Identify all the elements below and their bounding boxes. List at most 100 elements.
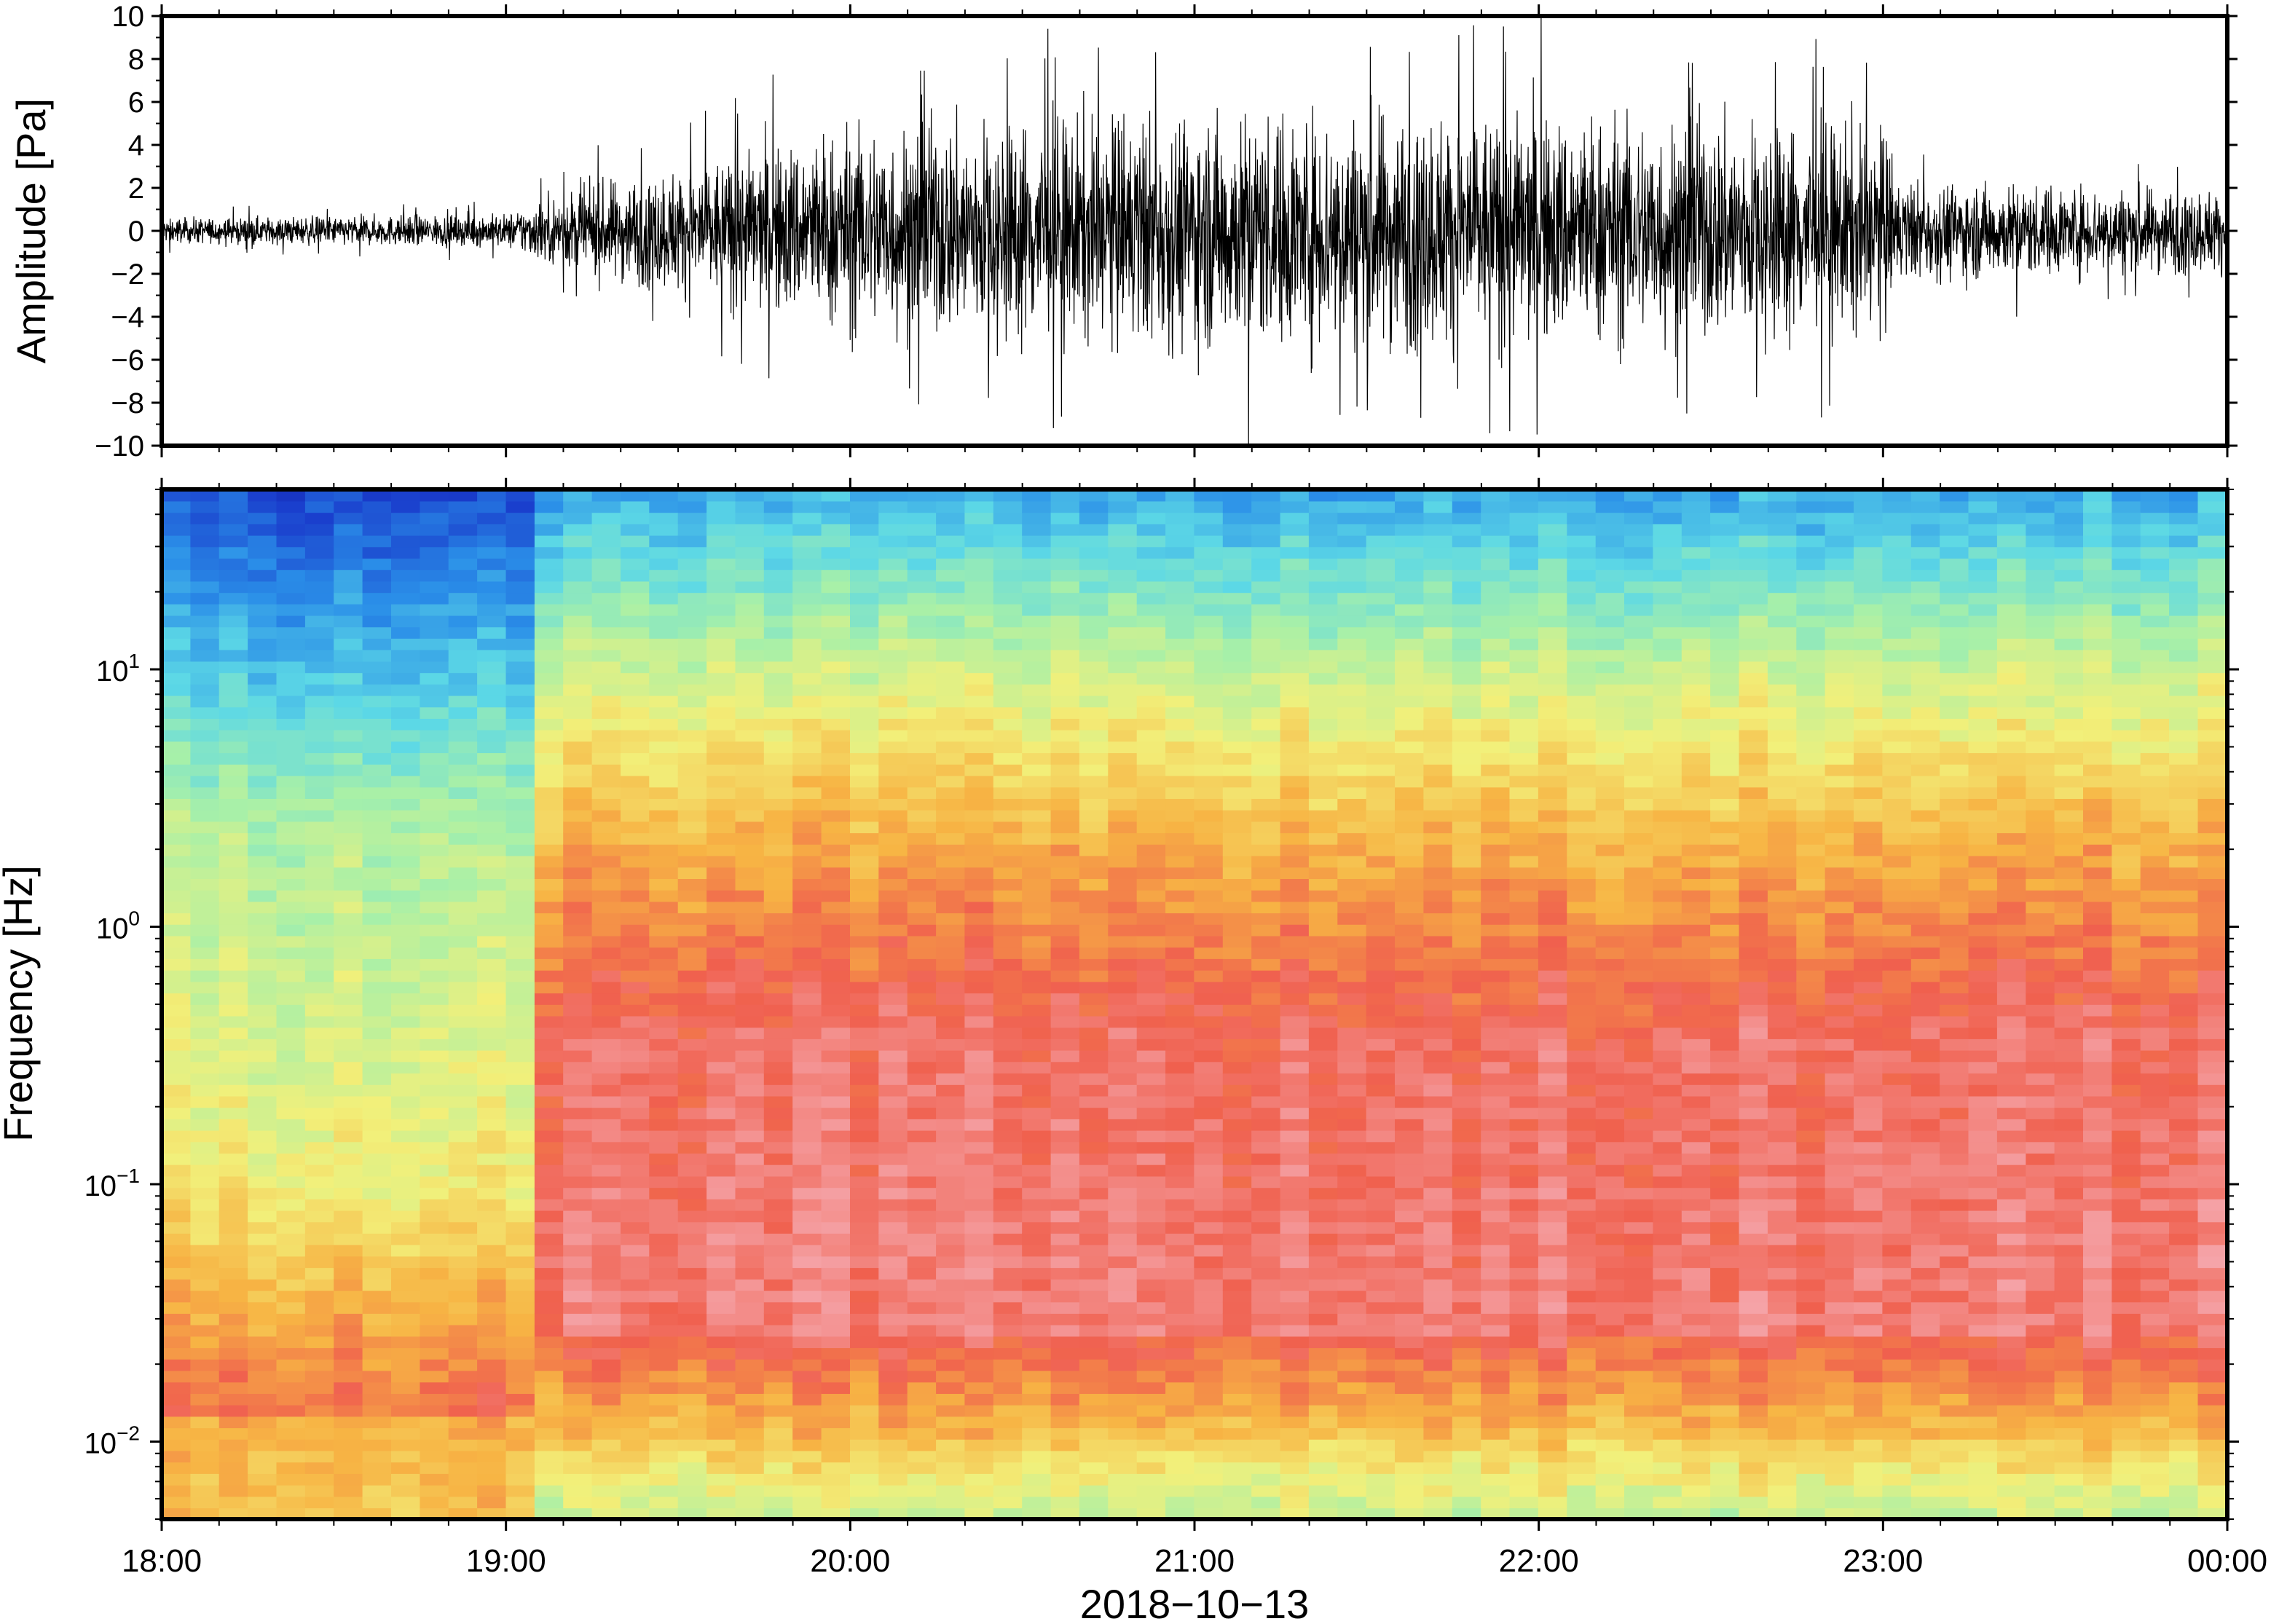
spectrogram-cell	[1136, 1462, 1166, 1474]
spectrogram-cell	[591, 1359, 621, 1371]
spectrogram-cell	[391, 947, 421, 959]
spectrogram-cell	[448, 832, 478, 845]
amplitude-y-tick-label: −2	[111, 259, 144, 291]
spectrogram-cell	[1567, 1199, 1597, 1211]
spectrogram-cell	[219, 1450, 248, 1463]
spectrogram-cell	[1308, 1073, 1339, 1085]
spectrogram-cell	[763, 695, 793, 708]
spectrogram-cell	[477, 615, 507, 628]
spectrogram-cell	[1624, 650, 1654, 662]
spectrogram-cell	[1509, 1416, 1539, 1429]
spectrogram-cell	[1108, 924, 1138, 937]
spectrogram-cell	[1280, 558, 1310, 570]
spectrogram-cell	[1423, 661, 1453, 674]
spectrogram-cell	[763, 958, 793, 971]
spectrogram-cell	[1366, 855, 1396, 868]
spectrogram-cell	[1108, 1210, 1138, 1223]
spectrogram-cell	[1538, 912, 1568, 925]
spectrogram-cell	[1653, 1450, 1682, 1463]
spectrogram-cell	[964, 844, 994, 856]
spectrogram-cell	[534, 1381, 564, 1394]
spectrogram-cell	[1337, 809, 1367, 822]
spectrogram-cell	[304, 535, 335, 548]
spectrogram-cell	[1481, 546, 1511, 559]
spectrogram-cell	[936, 729, 966, 742]
spectrogram-cell	[591, 569, 621, 582]
spectrogram-cell	[591, 1119, 621, 1131]
spectrogram-cell	[1395, 1267, 1425, 1280]
spectrogram-cell	[534, 718, 564, 730]
spectrogram-cell	[1308, 1119, 1339, 1131]
spectrogram-cell	[1595, 524, 1625, 536]
spectrogram-cell	[505, 912, 535, 925]
spectrogram-cell	[1050, 729, 1080, 742]
spectrogram-cell	[505, 1427, 535, 1440]
spectrogram-cell	[1653, 1347, 1682, 1360]
spectrogram-cell	[505, 1473, 535, 1486]
spectrogram-cell	[248, 1439, 278, 1451]
spectrogram-cell	[477, 1049, 507, 1063]
spectrogram-cell	[735, 1153, 765, 1165]
spectrogram-cell	[334, 1095, 363, 1108]
spectrogram-cell	[1538, 741, 1568, 754]
spectrogram-cell	[1452, 764, 1481, 776]
spectrogram-cell	[735, 626, 765, 639]
spectrogram-cell	[1366, 1164, 1396, 1177]
spectrogram-cell	[1366, 832, 1396, 845]
spectrogram-cell	[219, 1153, 248, 1165]
spectrogram-cell	[477, 1393, 507, 1406]
spectrogram-cell	[1337, 1279, 1367, 1291]
spectrogram-cell	[1165, 1038, 1195, 1051]
spectrogram-cell	[190, 1313, 220, 1325]
spectrogram-cell	[1538, 1324, 1568, 1337]
spectrogram-cell	[219, 1199, 248, 1211]
spectrogram-cell	[878, 878, 908, 891]
spectrogram-cell	[563, 535, 593, 548]
spectrogram-cell	[591, 832, 621, 845]
spectrogram-cell	[936, 855, 966, 868]
spectrogram-cell	[649, 500, 679, 513]
spectrogram-cell	[1337, 958, 1367, 971]
spectrogram-cell	[1194, 1427, 1224, 1440]
spectrogram-cell	[534, 729, 564, 742]
spectrogram-cell	[907, 1141, 937, 1154]
spectrogram-cell	[964, 1187, 994, 1199]
spectrogram-cell	[563, 1095, 593, 1108]
spectrogram-cell	[1251, 969, 1281, 982]
spectrogram-cell	[534, 1187, 564, 1199]
spectrogram-cell	[1022, 809, 1052, 822]
spectrogram-cell	[1452, 1244, 1481, 1257]
spectrogram-cell	[649, 706, 679, 719]
spectrogram-cell	[362, 764, 392, 776]
spectrogram-cell	[505, 1256, 535, 1269]
spectrogram-cell	[850, 889, 880, 902]
spectrogram-cell	[391, 1175, 421, 1189]
spectrogram-cell	[334, 1256, 363, 1269]
spectrogram-cell	[391, 775, 421, 788]
spectrogram-cell	[190, 695, 220, 708]
spectrogram-cell	[1452, 1381, 1481, 1394]
spectrogram-cell	[1165, 878, 1195, 891]
spectrogram-cell	[1251, 1381, 1281, 1394]
spectrogram-cell	[1710, 1496, 1740, 1509]
spectrogram-cell	[993, 1301, 1023, 1314]
spectrogram-cell	[1251, 787, 1281, 799]
spectrogram-cell	[1538, 855, 1568, 868]
spectrogram-cell	[477, 832, 507, 845]
spectrogram-cell	[162, 650, 192, 662]
spectrogram-cell	[219, 1073, 248, 1085]
spectrogram-cell	[1423, 935, 1453, 948]
spectrogram-cell	[162, 1404, 192, 1417]
spectrogram-cell	[907, 661, 937, 674]
spectrogram-cell	[1308, 1095, 1339, 1108]
spectrogram-cell	[1108, 764, 1138, 776]
spectrogram-cell	[1280, 615, 1310, 628]
spectrogram-cell	[1194, 1416, 1224, 1429]
spectrogram-cell	[1165, 1015, 1195, 1028]
spectrogram-cell	[1681, 1301, 1711, 1314]
spectrogram-cell	[391, 1370, 421, 1383]
spectrogram-cell	[1251, 752, 1281, 765]
spectrogram-cell	[1337, 1381, 1367, 1394]
spectrogram-cell	[591, 867, 621, 879]
spectrogram-cell	[878, 512, 908, 524]
